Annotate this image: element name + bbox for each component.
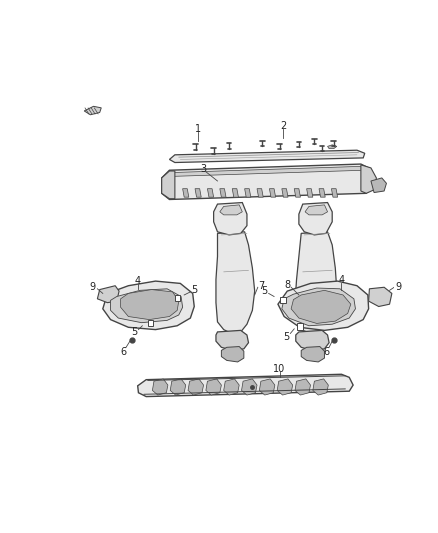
Text: 8: 8 xyxy=(284,280,290,290)
Text: 5: 5 xyxy=(131,327,138,337)
Text: 1: 1 xyxy=(195,124,201,134)
Polygon shape xyxy=(214,203,247,235)
Polygon shape xyxy=(216,232,255,334)
Polygon shape xyxy=(173,166,365,176)
Polygon shape xyxy=(170,379,186,395)
Polygon shape xyxy=(175,295,180,301)
Polygon shape xyxy=(295,232,337,334)
Polygon shape xyxy=(195,189,201,197)
Polygon shape xyxy=(162,171,175,199)
Polygon shape xyxy=(319,189,325,197)
Polygon shape xyxy=(305,205,328,215)
Polygon shape xyxy=(232,189,238,197)
Polygon shape xyxy=(332,189,338,197)
Polygon shape xyxy=(277,379,293,395)
Polygon shape xyxy=(188,379,204,395)
Polygon shape xyxy=(245,189,251,197)
Polygon shape xyxy=(208,189,214,197)
Text: 10: 10 xyxy=(273,364,286,374)
Text: 7: 7 xyxy=(258,281,265,290)
Polygon shape xyxy=(152,379,168,395)
Text: 5: 5 xyxy=(283,332,290,342)
Polygon shape xyxy=(257,189,263,197)
Polygon shape xyxy=(241,379,257,395)
Polygon shape xyxy=(296,330,329,350)
Text: 6: 6 xyxy=(323,347,329,357)
Text: 9: 9 xyxy=(396,282,402,292)
Polygon shape xyxy=(313,379,328,395)
Polygon shape xyxy=(291,290,351,324)
Text: 4: 4 xyxy=(134,276,141,286)
Text: 9: 9 xyxy=(89,282,95,292)
Text: 2: 2 xyxy=(280,122,286,131)
Text: 5: 5 xyxy=(191,285,198,295)
Polygon shape xyxy=(297,324,303,329)
Polygon shape xyxy=(371,178,386,192)
Polygon shape xyxy=(295,379,311,395)
Polygon shape xyxy=(224,379,239,395)
Polygon shape xyxy=(282,189,288,197)
Polygon shape xyxy=(307,189,313,197)
Polygon shape xyxy=(269,189,276,197)
Polygon shape xyxy=(110,289,183,322)
Text: 3: 3 xyxy=(201,165,207,174)
Polygon shape xyxy=(259,379,275,395)
Polygon shape xyxy=(103,281,194,329)
Polygon shape xyxy=(97,286,119,303)
Polygon shape xyxy=(361,165,376,193)
Text: 4: 4 xyxy=(339,276,345,285)
Text: 6: 6 xyxy=(120,347,126,357)
Polygon shape xyxy=(138,374,353,397)
Polygon shape xyxy=(206,379,221,395)
Polygon shape xyxy=(301,346,325,362)
Polygon shape xyxy=(279,296,286,303)
Text: 5: 5 xyxy=(261,286,268,296)
Polygon shape xyxy=(170,150,365,163)
Polygon shape xyxy=(220,205,242,215)
Polygon shape xyxy=(220,189,226,197)
Polygon shape xyxy=(216,330,248,350)
Polygon shape xyxy=(328,145,337,149)
Polygon shape xyxy=(120,289,179,320)
Polygon shape xyxy=(183,189,189,197)
Polygon shape xyxy=(221,346,244,362)
Polygon shape xyxy=(162,164,371,199)
Polygon shape xyxy=(84,106,101,115)
Polygon shape xyxy=(282,288,356,326)
Polygon shape xyxy=(299,203,332,235)
Polygon shape xyxy=(148,320,153,326)
Polygon shape xyxy=(278,281,369,330)
Polygon shape xyxy=(294,189,300,197)
Polygon shape xyxy=(369,287,392,306)
